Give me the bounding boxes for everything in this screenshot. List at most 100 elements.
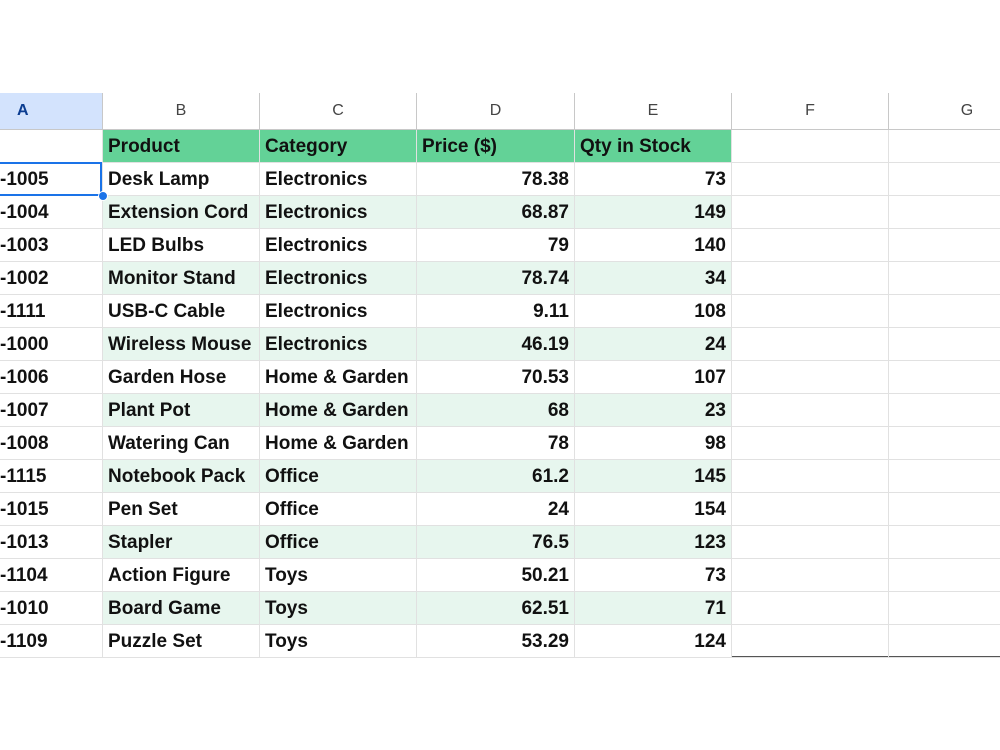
fill-handle[interactable] bbox=[98, 191, 108, 201]
data-cell[interactable]: 46.19 bbox=[417, 328, 575, 361]
data-cell[interactable]: 107 bbox=[575, 361, 732, 394]
cell[interactable] bbox=[889, 394, 1000, 427]
id-cell[interactable]: -1010 bbox=[0, 592, 103, 625]
data-cell[interactable]: Pen Set bbox=[103, 493, 260, 526]
data-cell[interactable]: 23 bbox=[575, 394, 732, 427]
data-cell[interactable]: 24 bbox=[417, 493, 575, 526]
header-cell[interactable]: Product bbox=[103, 130, 260, 163]
cell[interactable] bbox=[732, 493, 889, 526]
cell[interactable] bbox=[889, 526, 1000, 559]
data-cell[interactable]: 9.11 bbox=[417, 295, 575, 328]
cell[interactable] bbox=[732, 163, 889, 196]
column-header[interactable]: A bbox=[0, 93, 103, 130]
data-cell[interactable]: Electronics bbox=[260, 229, 417, 262]
id-cell[interactable]: -1109 bbox=[0, 625, 103, 658]
data-cell[interactable]: 149 bbox=[575, 196, 732, 229]
cell[interactable] bbox=[732, 394, 889, 427]
data-cell[interactable]: Office bbox=[260, 526, 417, 559]
data-cell[interactable]: 154 bbox=[575, 493, 732, 526]
data-cell[interactable]: LED Bulbs bbox=[103, 229, 260, 262]
data-cell[interactable]: Monitor Stand bbox=[103, 262, 260, 295]
cell[interactable] bbox=[0, 130, 103, 163]
data-cell[interactable]: 73 bbox=[575, 559, 732, 592]
data-cell[interactable]: 123 bbox=[575, 526, 732, 559]
column-header[interactable]: D bbox=[417, 93, 575, 130]
data-cell[interactable]: Notebook Pack bbox=[103, 460, 260, 493]
data-cell[interactable]: 68 bbox=[417, 394, 575, 427]
data-cell[interactable]: 78.74 bbox=[417, 262, 575, 295]
data-cell[interactable]: 145 bbox=[575, 460, 732, 493]
data-cell[interactable]: Action Figure bbox=[103, 559, 260, 592]
cell[interactable] bbox=[732, 130, 889, 163]
column-header[interactable]: E bbox=[575, 93, 732, 130]
cell[interactable] bbox=[889, 427, 1000, 460]
data-cell[interactable]: 124 bbox=[575, 625, 732, 658]
header-cell[interactable]: Price ($) bbox=[417, 130, 575, 163]
cell[interactable] bbox=[889, 592, 1000, 625]
data-cell[interactable]: 61.2 bbox=[417, 460, 575, 493]
data-cell[interactable]: 108 bbox=[575, 295, 732, 328]
data-cell[interactable]: 68.87 bbox=[417, 196, 575, 229]
id-cell[interactable]: -1008 bbox=[0, 427, 103, 460]
data-cell[interactable]: Home & Garden bbox=[260, 427, 417, 460]
data-cell[interactable]: Electronics bbox=[260, 295, 417, 328]
data-cell[interactable]: Home & Garden bbox=[260, 394, 417, 427]
cell[interactable] bbox=[732, 328, 889, 361]
column-header[interactable]: G bbox=[889, 93, 1000, 130]
data-cell[interactable]: Electronics bbox=[260, 196, 417, 229]
cell[interactable] bbox=[732, 427, 889, 460]
data-cell[interactable]: 70.53 bbox=[417, 361, 575, 394]
cell[interactable] bbox=[732, 559, 889, 592]
cell[interactable] bbox=[889, 196, 1000, 229]
data-cell[interactable]: Electronics bbox=[260, 328, 417, 361]
data-cell[interactable]: 79 bbox=[417, 229, 575, 262]
cell[interactable] bbox=[889, 295, 1000, 328]
id-cell[interactable]: -1005 bbox=[0, 163, 103, 196]
cell[interactable] bbox=[889, 163, 1000, 196]
id-cell[interactable]: -1007 bbox=[0, 394, 103, 427]
data-cell[interactable]: Home & Garden bbox=[260, 361, 417, 394]
data-cell[interactable]: Electronics bbox=[260, 163, 417, 196]
cell[interactable] bbox=[732, 262, 889, 295]
cell[interactable] bbox=[889, 625, 1000, 658]
cell[interactable] bbox=[732, 361, 889, 394]
cell[interactable] bbox=[889, 130, 1000, 163]
data-cell[interactable]: Extension Cord bbox=[103, 196, 260, 229]
data-cell[interactable]: 24 bbox=[575, 328, 732, 361]
column-header[interactable]: F bbox=[732, 93, 889, 130]
cell[interactable] bbox=[889, 493, 1000, 526]
data-cell[interactable]: 34 bbox=[575, 262, 732, 295]
data-cell[interactable]: 73 bbox=[575, 163, 732, 196]
cell[interactable] bbox=[889, 328, 1000, 361]
header-cell[interactable]: Qty in Stock bbox=[575, 130, 732, 163]
id-cell[interactable]: -1104 bbox=[0, 559, 103, 592]
data-cell[interactable]: 140 bbox=[575, 229, 732, 262]
data-cell[interactable]: USB-C Cable bbox=[103, 295, 260, 328]
id-cell[interactable]: -1115 bbox=[0, 460, 103, 493]
data-cell[interactable]: Puzzle Set bbox=[103, 625, 260, 658]
data-cell[interactable]: 53.29 bbox=[417, 625, 575, 658]
column-header[interactable]: B bbox=[103, 93, 260, 130]
data-cell[interactable]: Plant Pot bbox=[103, 394, 260, 427]
data-cell[interactable]: Toys bbox=[260, 592, 417, 625]
data-cell[interactable]: 50.21 bbox=[417, 559, 575, 592]
cell[interactable] bbox=[732, 295, 889, 328]
cell[interactable] bbox=[889, 361, 1000, 394]
data-cell[interactable]: 78 bbox=[417, 427, 575, 460]
id-cell[interactable]: -1000 bbox=[0, 328, 103, 361]
data-cell[interactable]: Garden Hose bbox=[103, 361, 260, 394]
data-cell[interactable]: 71 bbox=[575, 592, 732, 625]
id-cell[interactable]: -1111 bbox=[0, 295, 103, 328]
cell[interactable] bbox=[732, 460, 889, 493]
data-cell[interactable]: Office bbox=[260, 460, 417, 493]
data-cell[interactable]: Office bbox=[260, 493, 417, 526]
data-cell[interactable]: Stapler bbox=[103, 526, 260, 559]
cell[interactable] bbox=[889, 229, 1000, 262]
data-cell[interactable]: Wireless Mouse bbox=[103, 328, 260, 361]
cell[interactable] bbox=[732, 229, 889, 262]
cell[interactable] bbox=[889, 460, 1000, 493]
id-cell[interactable]: -1004 bbox=[0, 196, 103, 229]
data-cell[interactable]: 78.38 bbox=[417, 163, 575, 196]
id-cell[interactable]: -1003 bbox=[0, 229, 103, 262]
id-cell[interactable]: -1006 bbox=[0, 361, 103, 394]
